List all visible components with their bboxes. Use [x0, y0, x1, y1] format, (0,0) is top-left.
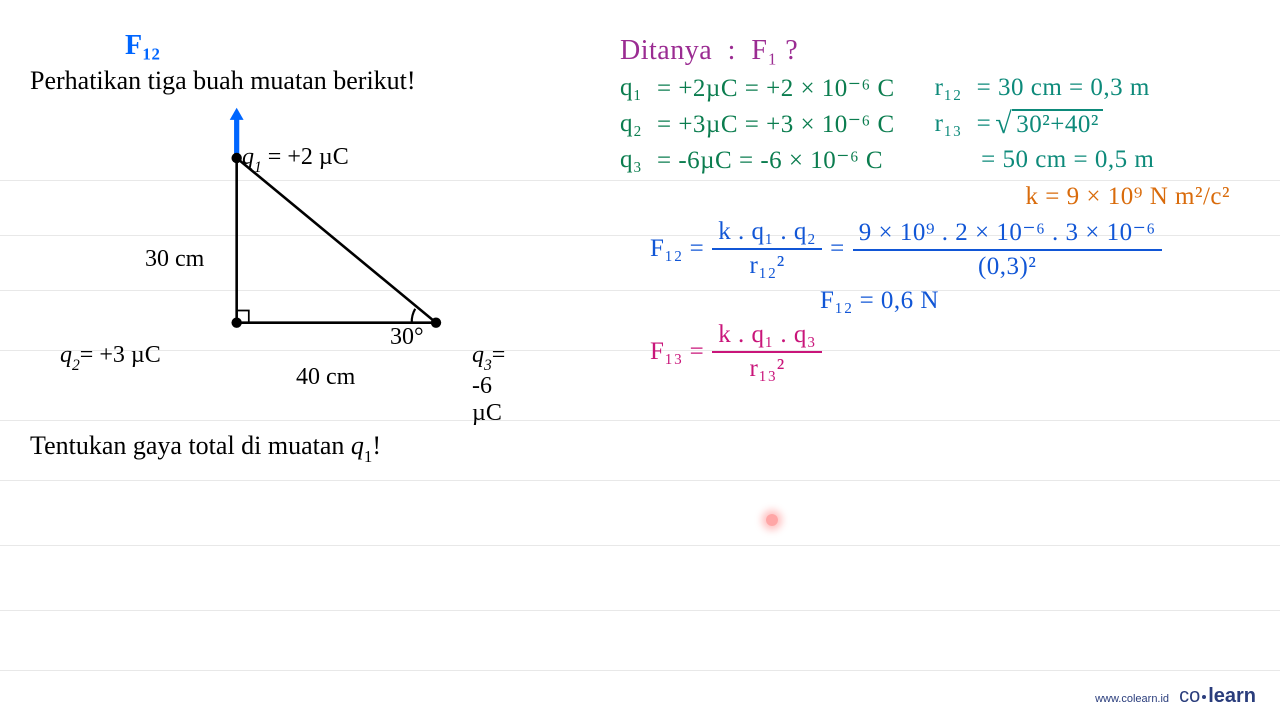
point-q3 — [431, 317, 441, 327]
angle-arc — [412, 309, 415, 323]
problem-title: Perhatikan tiga buah muatan berikut! — [30, 66, 630, 96]
laser-pointer-dot — [766, 514, 778, 526]
f12-formula: F₁₂ = k . q₁ . q₂ r₁₂² = 9 × 10⁹ . 2 × 1… — [650, 217, 1260, 281]
side-40-label: 40 cm — [296, 364, 355, 391]
triangle-diagram: q1 = +2 µC 30 cm q2= +3 µC 40 cm 30° q3=… — [80, 106, 480, 386]
q2-label: q2= +3 µC — [60, 342, 161, 373]
side-30-label: 30 cm — [145, 246, 204, 273]
angle-label: 30° — [390, 324, 424, 351]
point-q2 — [231, 317, 241, 327]
solution-panel: Ditanya : F₁ ? q₁ = +2µC = +2 × 10⁻⁶ C r… — [620, 35, 1260, 389]
problem-panel: F₁₂ Perhatikan tiga buah muatan berikut! — [30, 30, 630, 469]
f13-formula: F₁₃ = k . q₁ . q₃ r₁₃² — [650, 321, 1260, 383]
r13-given: r₁₃ = √30²+40² — [935, 109, 1103, 139]
f12-label: F₁₂ — [125, 30, 630, 62]
f12-result: F₁₂ = 0,6 N — [820, 287, 1260, 315]
ditanya-line: Ditanya : F₁ ? — [620, 35, 1260, 67]
f12-arrow-head — [230, 108, 244, 120]
k-constant: k = 9 × 10⁹ N m²/c² — [620, 183, 1230, 211]
point-q1 — [231, 153, 241, 163]
r13-result: = 50 cm = 0,5 m — [981, 146, 1154, 174]
q3-label: q3= -6 µC — [472, 342, 505, 427]
footer: www.colearn.id colearn — [1095, 685, 1256, 708]
question-text: Tentukan gaya total di muatan q1! — [30, 431, 630, 465]
q3-given: q₃ = -6µC = -6 × 10⁻⁶ C — [620, 145, 883, 175]
q1-given: q₁ = +2µC = +2 × 10⁻⁶ C — [620, 73, 895, 103]
brand-logo: colearn — [1179, 685, 1256, 708]
r12-given: r₁₂ = 30 cm = 0,3 m — [935, 74, 1150, 102]
givens-row-3: q₃ = -6µC = -6 × 10⁻⁶ C = 50 cm = 0,5 m — [620, 145, 1260, 181]
q1-label: q1 = +2 µC — [242, 144, 349, 175]
footer-url: www.colearn.id — [1095, 693, 1169, 705]
triangle — [237, 158, 436, 323]
givens-row-2: q₂ = +3µC = +3 × 10⁻⁶ C r₁₃ = √30²+40² — [620, 109, 1260, 145]
givens-row-1: q₁ = +2µC = +2 × 10⁻⁶ C r₁₂ = 30 cm = 0,… — [620, 73, 1260, 109]
q2-given: q₂ = +3µC = +3 × 10⁻⁶ C — [620, 109, 895, 139]
